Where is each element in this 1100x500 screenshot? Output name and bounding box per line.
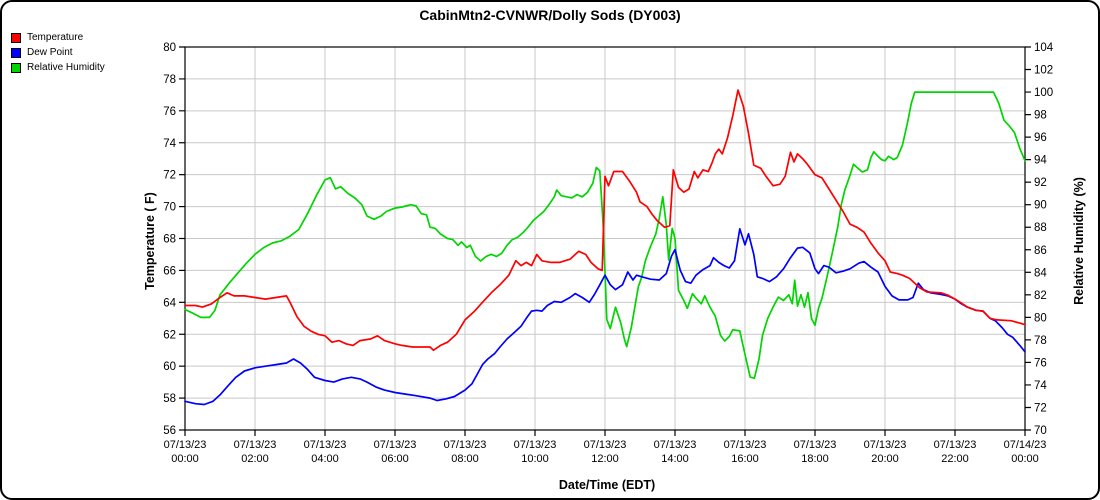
y-right-tick-label: 70 [1034,425,1047,437]
y-left-tick-label: 76 [163,106,176,118]
x-tick-label: 07/13/23 10:00 [514,439,557,465]
legend-label: Relative Humidity [27,62,105,73]
y-right-tick-label: 104 [1034,42,1054,54]
x-tick-label: 07/13/23 18:00 [794,439,837,465]
y-left-tick-label: 62 [163,329,176,341]
dew-point-line [184,228,1026,406]
x-tick-label: 07/13/23 04:00 [304,439,347,465]
y-left-tick-label: 72 [163,170,176,182]
y-right-tick-label: 74 [1034,380,1047,392]
y-right-tick-label: 88 [1034,222,1047,234]
relative-humidity-line [184,91,1026,380]
x-tick-label: 07/13/23 02:00 [234,439,277,465]
x-tick-label: 07/13/23 08:00 [444,439,487,465]
x-tick-label: 07/13/23 16:00 [724,439,767,465]
y-right-tick-label: 80 [1034,312,1047,324]
y-left-tick-label: 56 [163,425,176,437]
y-left-tick-label: 68 [163,234,176,246]
y-right-tick-label: 90 [1034,200,1047,212]
x-tick-label: 07/13/23 20:00 [864,439,907,465]
x-tick-label: 07/13/23 00:00 [164,439,207,465]
legend-item-dew-point: Dew Point [11,45,105,60]
relative-humidity-swatch-icon [11,62,21,73]
y-right-tick-label: 102 [1034,65,1053,77]
y-right-tick-label: 94 [1034,155,1047,167]
x-tick-label: 07/13/23 22:00 [934,439,977,465]
y-right-tick-label: 76 [1034,357,1047,369]
x-tick-label: 07/13/23 12:00 [584,439,627,465]
chart-title: CabinMtn2-CVNWR/Dolly Sods (DY003) [419,7,681,23]
legend-label: Temperature [27,32,84,43]
x-tick-label: 07/14/23 00:00 [1004,439,1047,465]
y-right-tick-label: 86 [1034,245,1047,257]
legend: Temperature Dew Point Relative Humidity [11,30,105,75]
legend-label: Dew Point [27,47,73,58]
y-left-tick-label: 58 [163,393,176,405]
y-right-tick-label: 98 [1034,110,1047,122]
legend-item-relative-humidity: Relative Humidity [11,60,105,75]
x-tick-label: 07/13/23 14:00 [654,439,697,465]
dew-point-swatch-icon [11,47,21,58]
legend-item-temperature: Temperature [11,30,105,45]
y-left-tick-label: 80 [163,42,176,54]
y-right-tick-label: 96 [1034,132,1047,144]
y-right-tick-label: 82 [1034,290,1047,302]
x-tick-label: 07/13/23 06:00 [374,439,417,465]
y-left-tick-label: 78 [163,74,176,86]
y-left-tick-label: 74 [163,138,176,150]
y-right-tick-label: 72 [1034,402,1047,414]
y-left-tick-label: 64 [163,297,176,309]
y-right-tick-label: 84 [1034,267,1047,279]
temperature-swatch-icon [11,32,21,43]
temperature-line [184,89,1026,352]
y-left-tick-label: 66 [163,265,176,277]
y-left-tick-label: 60 [163,361,176,373]
x-axis-title: Date/Time (EDT) [558,478,656,492]
y-left-tick-label: 70 [163,202,176,214]
y-right-tick-label: 100 [1034,87,1053,99]
y-right-tick-label: 92 [1034,177,1047,189]
y-right-tick-label: 78 [1034,335,1047,347]
